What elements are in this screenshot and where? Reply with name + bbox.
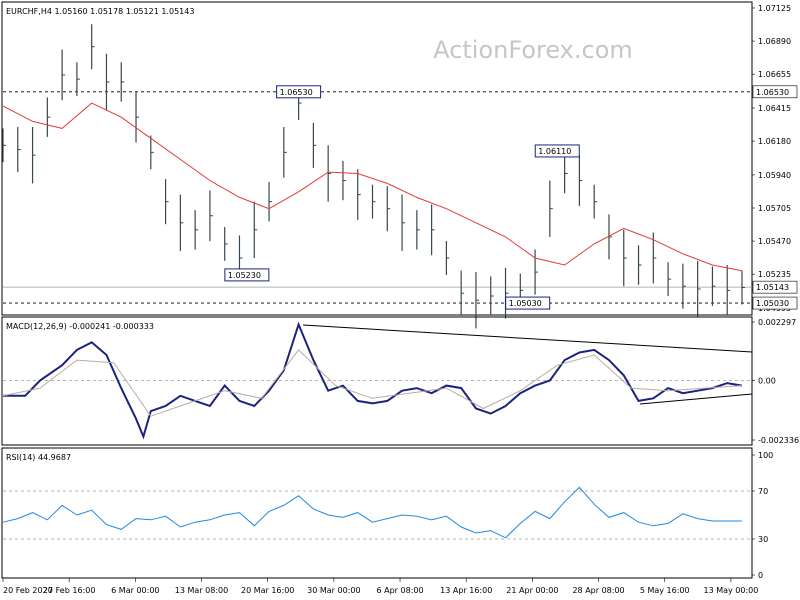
x-tick-label: 6 Mar 00:00 bbox=[111, 586, 159, 595]
level-price-tag: 1.05143 bbox=[752, 280, 798, 294]
level-price-tag-box bbox=[752, 280, 798, 294]
x-tick-label: 20 Mar 16:00 bbox=[241, 586, 294, 595]
x-tick-label: 13 Mar 08:00 bbox=[175, 586, 228, 595]
y-tick-label: 1.05470 bbox=[758, 237, 791, 246]
x-tick-label: 13 Apr 16:00 bbox=[440, 586, 492, 595]
macd-panel-frame bbox=[1, 316, 753, 446]
y-tick-label: 70 bbox=[758, 487, 768, 496]
macd-panel: MACD(12,26,9) -0.000241 -0.000333 0.0022… bbox=[1, 316, 799, 446]
x-tick-label: 6 Apr 08:00 bbox=[377, 586, 424, 595]
series-line bbox=[2, 349, 743, 417]
y-tick-label: 1.05705 bbox=[758, 204, 791, 213]
rsi-panel: RSI(14) 44.9687 100 70 30 0 bbox=[1, 447, 773, 580]
x-tick-label: 21 Apr 00:00 bbox=[506, 586, 558, 595]
level-price-tag-box bbox=[752, 296, 798, 310]
price-level-annotation-label: 1.05230 bbox=[228, 271, 261, 280]
y-tick-label: 1.06890 bbox=[758, 37, 791, 46]
x-tick-label: 27 Feb 16:00 bbox=[43, 586, 95, 595]
rsi-panel-title: RSI(14) 44.9687 bbox=[6, 453, 71, 462]
y-tick-label: -0.002336 bbox=[758, 436, 799, 445]
y-tick-label: 1.05235 bbox=[758, 270, 791, 279]
price-level-annotation-box bbox=[534, 144, 580, 158]
x-tick-label: 30 Mar 00:00 bbox=[307, 586, 360, 595]
y-tick-label: 0.002297 bbox=[758, 318, 796, 327]
y-tick-label: 30 bbox=[758, 535, 768, 544]
level-price-tag: 1.06530 bbox=[752, 85, 798, 99]
x-tick-label: 28 Apr 08:00 bbox=[572, 586, 624, 595]
macd-trendline-upper bbox=[302, 324, 753, 353]
y-tick-label: 1.06655 bbox=[758, 70, 791, 79]
price-level-annotation: 1.05230 bbox=[224, 268, 270, 282]
price-panel-title: EURCHF,H4 1.05160 1.05178 1.05121 1.0514… bbox=[6, 7, 194, 16]
level-price-tag-label: 1.06530 bbox=[756, 88, 789, 97]
series-line bbox=[2, 486, 742, 539]
watermark: ActionForex.com bbox=[433, 36, 633, 64]
y-tick-label: 1.05940 bbox=[758, 171, 791, 180]
price-level-annotation-label: 1.06110 bbox=[538, 147, 571, 156]
x-tick-label: 20 Feb 2020 bbox=[3, 586, 53, 595]
y-tick-label: 100 bbox=[758, 451, 773, 460]
x-tick-label: 5 May 16:00 bbox=[640, 586, 690, 595]
price-level-annotation-label: 1.06530 bbox=[280, 88, 313, 97]
price-panel-frame bbox=[1, 1, 753, 316]
y-tick-label: 0 bbox=[758, 571, 763, 580]
rsi-panel-frame bbox=[1, 447, 753, 579]
level-price-tag-box bbox=[752, 85, 798, 99]
level-price-tag-label: 1.05143 bbox=[756, 283, 789, 292]
y-tick-label: 1.07125 bbox=[758, 4, 791, 13]
price-panel: ActionForex.com EURCHF,H4 1.05160 1.0517… bbox=[1, 1, 798, 329]
y-tick-label: 1.06180 bbox=[758, 137, 791, 146]
price-level-annotation: 1.06110 bbox=[534, 144, 580, 158]
x-tick-label: 13 May 00:00 bbox=[703, 586, 758, 595]
price-level-annotation: 1.06530 bbox=[276, 85, 322, 99]
price-level-annotation-box bbox=[505, 296, 551, 310]
macd-trendline-lower bbox=[639, 393, 753, 405]
price-level-annotation-box bbox=[224, 268, 270, 282]
level-price-tag: 1.05030 bbox=[752, 296, 798, 310]
level-price-tag-label: 1.05030 bbox=[756, 299, 789, 308]
price-level-annotation-box bbox=[276, 85, 322, 99]
y-tick-label: 1.06415 bbox=[758, 104, 791, 113]
price-level-annotation-label: 1.05030 bbox=[509, 299, 542, 308]
price-level-annotation: 1.05030 bbox=[505, 296, 551, 310]
y-tick-label: 0.00 bbox=[758, 377, 776, 386]
macd-panel-title: MACD(12,26,9) -0.000241 -0.000333 bbox=[6, 322, 154, 331]
series-line bbox=[3, 321, 743, 440]
series-line bbox=[2, 102, 743, 272]
